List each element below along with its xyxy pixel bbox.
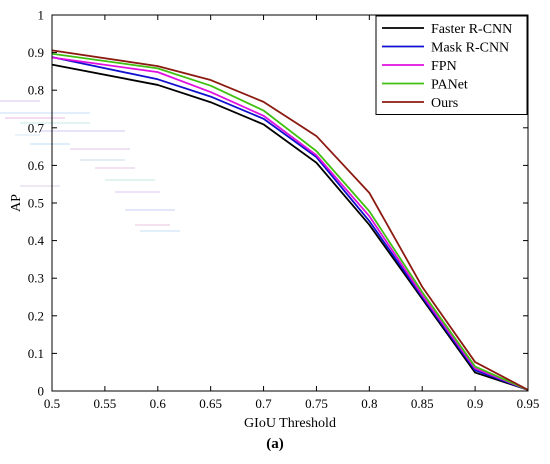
y-tick-label: 0.7 (28, 120, 45, 135)
legend-label: Ours (431, 96, 458, 111)
y-tick-label: 0 (38, 384, 45, 399)
y-tick-label: 0.1 (28, 346, 44, 361)
x-tick-label: 0.8 (361, 396, 377, 411)
x-axis-label: GIoU Threshold (244, 416, 336, 431)
axis-ticks: 0.5 0.55 0.6 0.65 0.7 0.75 0.8 0.85 0.9 0.95 0 0.1 0… (28, 8, 540, 412)
legend-label: Mask R-CNN (431, 41, 509, 56)
y-axis-label: AP (9, 194, 24, 212)
x-tick-label: 0.6 (150, 396, 167, 411)
x-tick-label: 0.65 (199, 396, 222, 411)
legend-label: PANet (431, 78, 468, 93)
x-tick-label: 0.9 (467, 396, 483, 411)
x-tick-label: 0.7 (255, 396, 272, 411)
faint-artifact-dashes (0, 100, 180, 232)
y-tick-label: 0.4 (28, 233, 45, 248)
series-line-ours (51, 49, 529, 391)
x-tick-label: 0.5 (44, 396, 60, 411)
legend-label: Faster R-CNN (431, 22, 512, 37)
series-line-fpn (51, 56, 529, 391)
series-lines (51, 49, 529, 391)
figure-caption: (a) (266, 436, 284, 452)
series-line-mask-r-cnn (51, 56, 529, 391)
y-tick-label: 0.5 (28, 196, 44, 211)
y-tick-label: 1 (38, 8, 45, 23)
y-tick-label: 0.9 (28, 45, 44, 60)
y-tick-label: 0.3 (28, 271, 44, 286)
y-tick-label: 0.2 (28, 308, 44, 323)
series-line-faster-r-cnn (51, 63, 529, 391)
y-tick-label: 0.8 (28, 83, 44, 98)
series-line-panet (51, 52, 529, 391)
legend: Faster R-CNN Mask R-CNN FPN PANet Ours (375, 15, 528, 115)
x-tick-label: 0.85 (411, 396, 434, 411)
y-tick-label: 0.6 (28, 158, 45, 173)
x-tick-label: 0.75 (305, 396, 328, 411)
x-tick-label: 0.95 (517, 396, 540, 411)
legend-label: FPN (431, 59, 457, 74)
x-tick-label: 0.55 (94, 396, 117, 411)
